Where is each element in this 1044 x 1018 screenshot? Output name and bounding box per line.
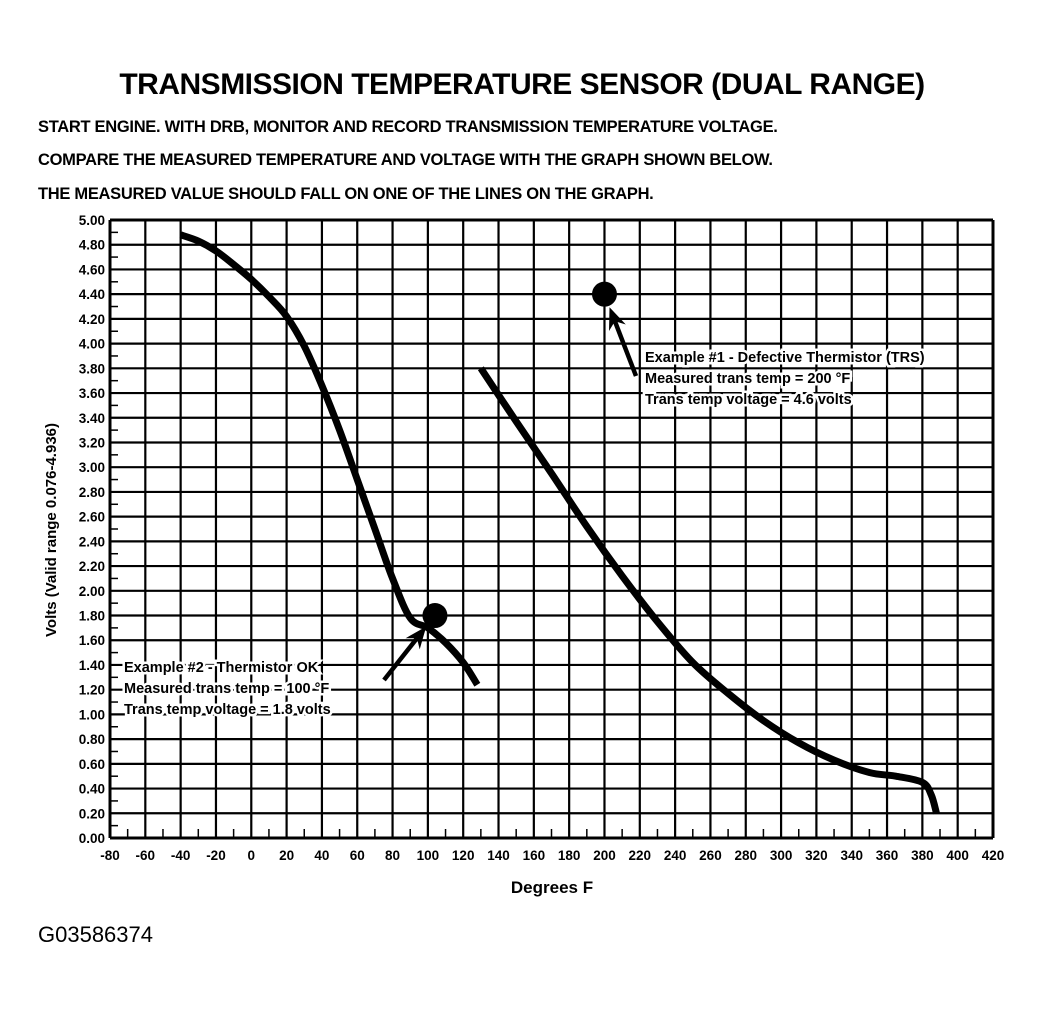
y-tick-label: 1.20 [79,683,105,698]
y-tick-label: 3.60 [79,386,105,401]
grid-lines [108,218,995,840]
y-tick-label: 0.60 [79,757,105,772]
x-tick-label: 240 [664,848,687,863]
annotation-arrow-head [609,307,626,331]
y-tick-label: 2.40 [79,534,105,549]
x-tick-label: 340 [840,848,863,863]
y-tick-label: 0.40 [79,782,105,797]
y-tick-label: 1.80 [79,609,105,624]
y-tick-labels: 0.00 0.20 0.40 0.60 0.80 1.00 1.20 1.40 1.60 1.80… [79,213,105,846]
annotation-example-1: Example #1 - Defective Thermistor (TRS) M… [609,307,927,411]
y-tick-label: 3.40 [79,411,105,426]
series-lines [179,231,940,815]
y-tick-label: 0.80 [79,732,105,747]
y-tick-label: 2.00 [79,584,105,599]
x-tick-labels: -80 -60 -40 -20 0 20 40 60 80 100 120 140 160 180 200 2… [100,848,1004,863]
y-tick-label: 5.00 [79,213,105,228]
y-tick-label: 2.80 [79,485,105,500]
annotation-text-line: Trans temp voltage = 1.8 volts [124,702,331,718]
x-tick-label: -40 [171,848,191,863]
x-tick-label: 140 [487,848,510,863]
instruction-line-2: COMPARE THE MEASURED TEMPERATURE AND VOL… [38,151,773,169]
example-point-1 [591,281,617,307]
x-tick-label: 40 [314,848,329,863]
series-line-1 [179,231,481,687]
x-tick-label: 420 [982,848,1005,863]
y-tick-label: 4.60 [79,262,105,277]
x-tick-label: -20 [206,848,226,863]
y-tick-label: 2.60 [79,510,105,525]
y-tick-label: 1.00 [79,707,105,722]
x-tick-label: 380 [911,848,934,863]
x-tick-label: 280 [734,848,757,863]
y-tick-label: 4.00 [79,337,105,352]
x-tick-label: 100 [417,848,440,863]
y-tick-label: 3.20 [79,435,105,450]
x-tick-label: 400 [946,848,969,863]
y-tick-label: 0.00 [79,831,105,846]
x-tick-label: 360 [876,848,899,863]
y-tick-label: 1.60 [79,633,105,648]
chart-title: TRANSMISSION TEMPERATURE SENSOR (DUAL RA… [119,68,925,101]
series-line-2 [477,366,940,815]
annotation-arrow-shaft [382,629,425,682]
annotations: Example #1 - Defective Thermistor (TRS) M… [122,307,927,721]
x-tick-label: 120 [452,848,475,863]
annotation-example-2: Example #2 - Thermistor OK Measured trans… [122,626,427,721]
x-axis-label: Degrees F [511,878,593,897]
instruction-line-1: START ENGINE. WITH DRB, MONITOR AND RECO… [38,118,778,136]
y-tick-label: 3.00 [79,460,105,475]
x-tick-label: 20 [279,848,294,863]
y-tick-label: 4.20 [79,312,105,327]
example-points [422,281,617,629]
x-tick-label: 320 [805,848,828,863]
annotation-text-line: Trans temp voltage = 4.6 volts [645,392,852,408]
instruction-line-3: THE MEASURED VALUE SHOULD FALL ON ONE OF… [38,185,654,203]
y-tick-label: 4.40 [79,287,105,302]
y-axis-label: Volts (Valid range 0.076-4.936) [43,423,60,637]
x-tick-label: 80 [385,848,400,863]
x-tick-label: 0 [248,848,256,863]
x-tick-label: 200 [593,848,616,863]
y-tick-label: 2.20 [79,559,105,574]
y-tick-label: 0.20 [79,806,105,821]
annotation-arrow-head [405,626,427,650]
y-tick-label: 3.80 [79,361,105,376]
annotation-text-line: Measured trans temp = 100 °F [124,681,329,697]
x-tick-label: 260 [699,848,722,863]
x-tick-label: 60 [350,848,365,863]
x-tick-label: 300 [770,848,793,863]
x-tick-label: 160 [523,848,546,863]
annotation-arrow-shaft [609,312,639,377]
x-tick-label: -60 [136,848,156,863]
example-point-2 [422,603,448,629]
annotation-text-line: Measured trans temp = 200 °F [645,371,850,387]
x-tick-label: 180 [558,848,581,863]
x-tick-label: 220 [629,848,652,863]
annotation-text-line: Example #1 - Defective Thermistor (TRS) [645,350,925,366]
y-tick-label: 4.80 [79,238,105,253]
x-tick-label: -80 [100,848,120,863]
annotation-text-line: Example #2 - Thermistor OK [124,660,319,676]
y-tick-label: 1.40 [79,658,105,673]
figure-id: G03586374 [38,922,153,947]
